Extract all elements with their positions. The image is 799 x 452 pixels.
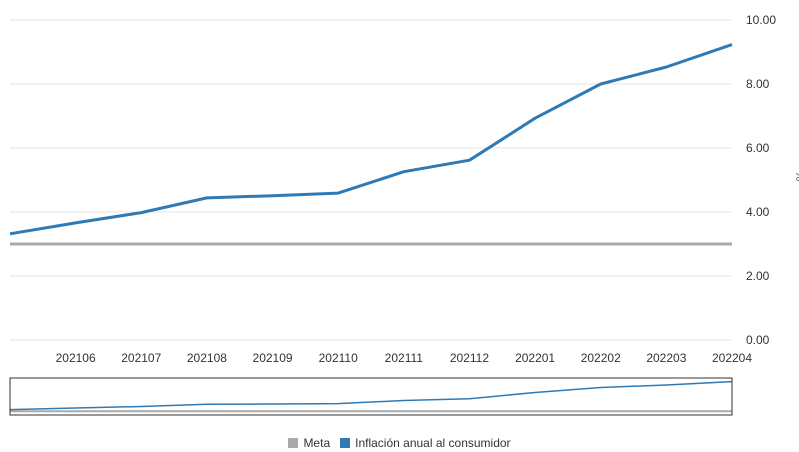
x-tick-label: 202110	[319, 351, 358, 365]
grid-lines	[10, 19, 732, 341]
legend: Meta Inflación anual al consumidor	[0, 436, 799, 450]
legend-label-meta: Meta	[303, 436, 331, 450]
y-axis: 0.00 2.00 4.00 6.00 8.00 10.00	[746, 13, 776, 347]
x-tick-label: 202107	[121, 351, 161, 365]
x-tick-label: 202108	[187, 351, 227, 365]
navigator-series-inflacion	[9, 380, 733, 411]
legend-item-meta[interactable]: Meta	[288, 436, 330, 450]
legend-swatch-inflacion	[340, 438, 351, 448]
y-axis-title: %	[793, 171, 799, 182]
x-tick-label: 202204	[712, 351, 752, 365]
x-tick-label: 202203	[646, 351, 686, 365]
x-tick-label: 202109	[253, 351, 293, 365]
legend-label-inflacion: Inflación anual al consumidor	[355, 436, 511, 450]
x-tick-label: 202112	[450, 351, 489, 365]
x-axis: 202106 202107 202108 202109 202110 202111 2021…	[56, 351, 753, 365]
y-tick-label: 4.00	[746, 205, 770, 219]
y-tick-label: 10.00	[746, 13, 776, 27]
legend-swatch-meta	[288, 438, 299, 448]
navigator[interactable]	[9, 377, 733, 416]
y-tick-label: 6.00	[746, 141, 770, 155]
legend-item-inflacion[interactable]: Inflación anual al consumidor	[340, 436, 511, 450]
x-tick-label: 202106	[56, 351, 96, 365]
navigator-window[interactable]	[9, 377, 733, 416]
y-tick-label: 0.00	[746, 333, 770, 347]
y-tick-label: 8.00	[746, 77, 770, 91]
x-tick-label: 202202	[581, 351, 621, 365]
y-tick-label: 2.00	[746, 269, 770, 283]
x-tick-label: 202111	[385, 351, 424, 365]
series-line-inflacion[interactable]	[9, 43, 733, 236]
plot-area	[9, 43, 733, 246]
x-tick-label: 202201	[515, 351, 555, 365]
